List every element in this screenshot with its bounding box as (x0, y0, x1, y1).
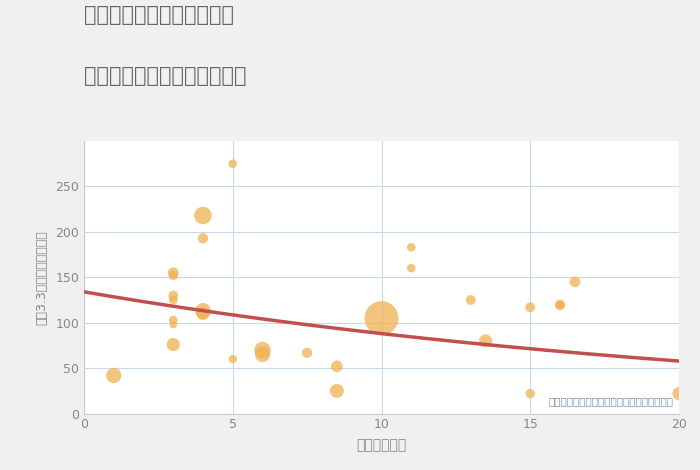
Point (569, 278, 580, 286)
Point (227, 355, 238, 363)
Point (406, 243, 417, 251)
Point (525, 390, 536, 397)
Point (168, 292, 179, 299)
Text: 兵庫県豊岡市出石町上野の: 兵庫県豊岡市出石町上野の (84, 5, 234, 25)
Point (376, 314, 387, 322)
Point (257, 346, 268, 354)
Point (168, 321, 179, 329)
Point (331, 362, 342, 370)
Point (197, 310, 209, 317)
Point (554, 301, 566, 308)
Text: 駅距離別中古マンション価格: 駅距離別中古マンション価格 (84, 66, 246, 86)
Point (406, 265, 417, 272)
Point (257, 351, 268, 358)
Text: 円の大きさは、取引のあった物件面積を示す: 円の大きさは、取引のあった物件面積を示す (548, 396, 673, 407)
Point (168, 341, 179, 348)
Y-axis label: 坪（3.3㎡）単価（万円）: 坪（3.3㎡）単価（万円） (35, 230, 48, 325)
Point (168, 296, 179, 304)
X-axis label: 駅距離（分）: 駅距離（分） (356, 439, 407, 453)
Point (480, 337, 491, 345)
Point (525, 304, 536, 311)
Point (302, 349, 313, 356)
Point (197, 212, 209, 219)
Point (197, 307, 209, 315)
Point (168, 316, 179, 324)
Point (108, 372, 119, 379)
Point (227, 160, 238, 167)
Point (331, 387, 342, 395)
Point (168, 272, 179, 279)
Point (168, 269, 179, 276)
Point (197, 235, 209, 242)
Point (673, 390, 685, 397)
Point (554, 302, 566, 309)
Point (465, 296, 476, 304)
